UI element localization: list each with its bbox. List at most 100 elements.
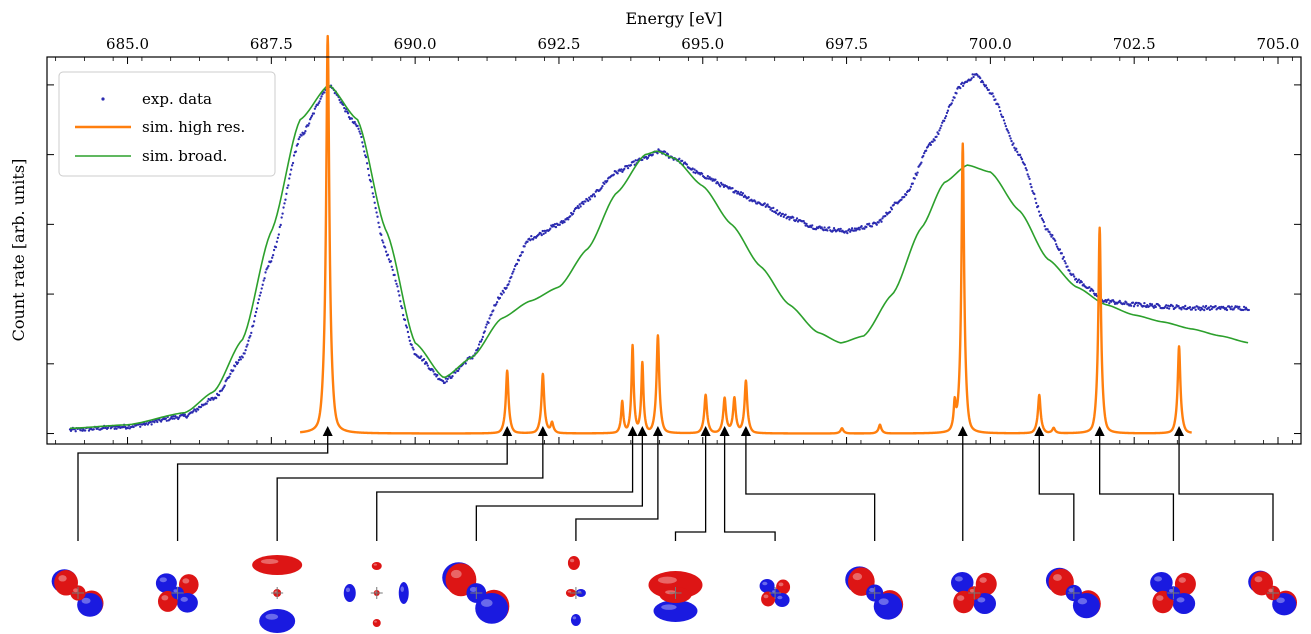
exp-data-point (853, 227, 857, 230)
annotation-arrow (719, 426, 730, 436)
annotation-line (1178, 434, 1274, 541)
exp-data-point (692, 171, 695, 174)
exp-data-point (787, 215, 790, 219)
exp-data-point (1241, 308, 1245, 312)
exp-data-point (860, 225, 863, 228)
exp-data-point (997, 103, 1000, 106)
exp-data-point (381, 239, 384, 242)
annotation-line (575, 434, 659, 541)
exp-data-point (940, 124, 943, 127)
exp-data-point (529, 239, 532, 242)
exp-data-point (411, 346, 414, 349)
orbital-lobe (176, 593, 198, 613)
exp-data-point (318, 100, 321, 103)
orbital-image (51, 569, 104, 617)
exp-data-point (620, 168, 623, 171)
exp-data-point (1125, 301, 1128, 304)
exp-data-point (1145, 305, 1148, 309)
exp-data-point (362, 145, 365, 148)
exp-data-point (1107, 298, 1110, 301)
exp-data-point (933, 139, 936, 142)
exp-data-point (569, 215, 572, 218)
exp-data-point (848, 228, 851, 231)
exp-data-point (512, 270, 515, 273)
exp-data-point (480, 338, 484, 341)
x-tick-label: 695.0 (681, 35, 724, 53)
exp-data-point (199, 405, 203, 409)
exp-data-point (281, 212, 284, 215)
exp-data-point (425, 362, 429, 365)
exp-data-point (526, 240, 529, 243)
exp-data-point (1210, 307, 1213, 311)
exp-data-point (255, 307, 259, 310)
exp-data-point (935, 135, 938, 138)
exp-data-point (170, 415, 173, 418)
exp-data-point (523, 245, 526, 248)
exp-data-point (383, 246, 387, 249)
annotation-line (1038, 434, 1075, 541)
exp-data-point (1214, 305, 1217, 308)
exp-data-point (811, 224, 814, 227)
exp-data-point (441, 379, 445, 383)
exp-data-point (436, 373, 439, 377)
exp-data-point (1055, 245, 1059, 248)
exp-data-point (795, 217, 799, 220)
annotation-line (276, 434, 544, 541)
exp-data-point (928, 141, 932, 145)
orbital-highlight (161, 595, 169, 601)
exp-data-point (343, 106, 346, 110)
orbital-highlight (572, 616, 577, 620)
exp-data-point (483, 330, 486, 333)
exp-data-point (532, 238, 535, 241)
exp-data-point (626, 164, 629, 168)
exp-data-point (1013, 146, 1016, 149)
exp-data-point (238, 356, 242, 359)
exp-data-point (310, 114, 314, 117)
exp-data-point (1033, 192, 1036, 196)
exp-data-point (763, 202, 766, 205)
orbital-highlight (1254, 576, 1263, 583)
exp-data-point (1036, 205, 1040, 208)
legend-box (58, 71, 276, 177)
exp-data-point (828, 226, 831, 229)
exp-data-point (358, 130, 361, 133)
exp-data-point (1066, 265, 1069, 268)
exp-data-point (115, 427, 118, 430)
orbital-highlight (469, 587, 477, 593)
exp-data-point (644, 155, 648, 159)
exp-data-point (1219, 307, 1222, 310)
exp-data-point (768, 205, 771, 209)
exp-data-point (405, 326, 409, 329)
exp-data-point (560, 220, 563, 223)
exp-data-point (309, 116, 313, 119)
exp-data-point (370, 186, 373, 189)
exp-data-point (365, 162, 369, 165)
exp-data-point (561, 221, 564, 225)
annotation-line (376, 434, 634, 541)
exp-data-point (1046, 228, 1049, 231)
exp-data-point (260, 287, 263, 290)
exp-data-point (582, 202, 585, 206)
exp-data-point (1194, 308, 1197, 311)
exp-data-point (515, 262, 519, 266)
y-axis-title: Count rate [arb. units] (9, 159, 28, 342)
exp-data-point (1058, 248, 1062, 251)
annotation-arrow (700, 426, 711, 436)
exp-data-point (277, 233, 280, 236)
exp-data-point (396, 285, 399, 288)
exp-data-point (552, 225, 556, 228)
exp-data-point (1152, 306, 1156, 309)
legend: exp. data sim. high res. sim. broad. (58, 71, 276, 177)
annotation-line (475, 434, 644, 541)
exp-data-point (316, 103, 319, 107)
exp-data-point (321, 92, 324, 96)
exp-data-point (890, 208, 894, 211)
exp-data-point (373, 201, 376, 204)
exp-data-point (820, 226, 823, 229)
exp-data-point (972, 75, 975, 79)
exp-data-point (1012, 142, 1015, 145)
exp-data-point (1034, 197, 1037, 200)
exp-data-point (280, 216, 283, 219)
orbital-highlight (665, 590, 677, 595)
exp-data-point (740, 193, 744, 197)
